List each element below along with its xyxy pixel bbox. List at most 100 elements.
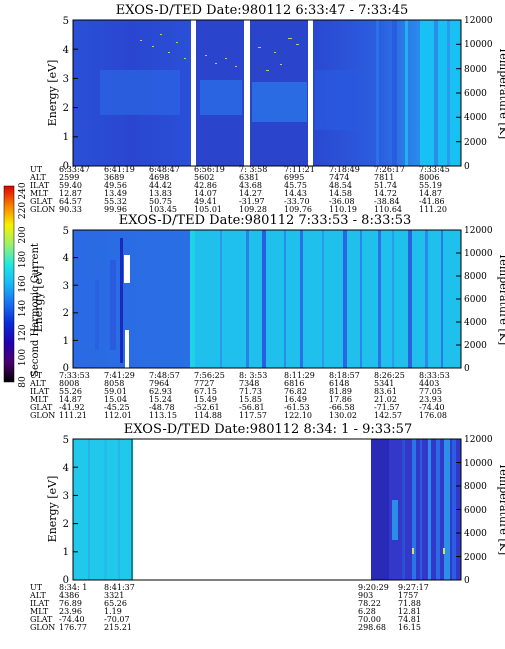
table-cell-ilat: 43.68 [239, 181, 262, 190]
panel-3-ytick: 0 [63, 575, 69, 586]
panel-3-ytick: 4 [63, 463, 69, 474]
table-cell-alt: 5341 [374, 379, 394, 388]
table-cell-glat: -52.61 [194, 403, 220, 412]
table-cell-ut: 6:33:47 [59, 165, 90, 174]
panel-3-ylabel: Energy [eV] [46, 476, 59, 543]
panel-1-ytick: 5 [63, 16, 69, 27]
table-cell-glon: 99.96 [104, 205, 127, 214]
panel-2: EXOS-D/TED Date:980112 7:33:53 - 8:33:53 [29, 213, 505, 420]
table-cell-ilat: 49.56 [104, 181, 127, 190]
panel-3-y2tick: 10000 [464, 459, 493, 469]
table-cell-ut: 8:18:57 [329, 371, 360, 380]
table-cell-glat: -61.53 [284, 403, 310, 412]
panel-3-spectrogram [73, 439, 461, 580]
table-cell-alt: 903 [358, 591, 373, 600]
table-cell-ilat: 76.82 [284, 387, 307, 396]
table-cell-ut: 7:41:29 [104, 371, 135, 380]
row-label-ut: UT [30, 583, 43, 592]
table-cell-glon: 176.08 [419, 411, 447, 420]
table-cell-ut: 7:26:17 [374, 165, 405, 174]
panel-2-y2tick: 0 [464, 364, 470, 374]
table-cell-mlt: 15.04 [104, 395, 127, 404]
colorbar-tick: 220 [18, 202, 28, 219]
table-cell-ut: 7:48:57 [149, 371, 180, 380]
table-cell-ut: 9:20:29 [358, 583, 389, 592]
table-cell-glat: 55.32 [104, 197, 127, 206]
table-cell-ilat: 81.89 [329, 387, 352, 396]
panel-3-title: EXOS-D/TED Date:980112 8:34: 1 - 9:33:57 [124, 422, 412, 437]
panel-2-axes: 0 1 2 3 4 5 0 2000 4000 6000 8000 10000 … [32, 226, 505, 374]
table-cell-ut: 7:33:45 [419, 165, 450, 174]
panel-1-spectrogram [73, 20, 461, 166]
panel-1-y2label: Temperature [K] [497, 47, 505, 139]
table-cell-mlt: 14.87 [59, 395, 82, 404]
panel-1-y2tick: 12000 [464, 16, 493, 26]
colorbar-tick: 120 [18, 324, 28, 341]
panel-3-y2tick: 8000 [464, 482, 487, 492]
table-cell-mlt: 6.28 [358, 607, 376, 616]
panel-1-axes: 0 1 2 3 4 5 0 2000 4000 6000 8000 10000 … [46, 16, 505, 172]
panel-2-ytick: 1 [63, 336, 69, 347]
table-cell-glon: 109.28 [239, 205, 267, 214]
table-cell-ut: 8:33:53 [419, 371, 450, 380]
table-cell-glon: 130.02 [329, 411, 357, 420]
panel-1-y2tick: 10000 [464, 40, 493, 50]
table-cell-ut: 7: 3:58 [239, 165, 267, 174]
panel-3-y2tick: 6000 [464, 506, 487, 516]
table-cell-alt: 4403 [419, 379, 439, 388]
panel-2-y2tick: 2000 [464, 341, 487, 351]
table-cell-ut: 7:56:25 [194, 371, 225, 380]
table-cell-glat: -56.81 [239, 403, 265, 412]
colorbar-scale [4, 186, 14, 382]
table-cell-glat: -38.84 [374, 197, 400, 206]
row-label-mlt: MLT [30, 189, 49, 198]
panel-1-ytick: 4 [63, 45, 69, 56]
table-cell-ilat: 71.88 [398, 599, 421, 608]
table-cell-mlt: 15.49 [194, 395, 217, 404]
table-cell-ut: 7:18:49 [329, 165, 360, 174]
table-cell-glat: -66.58 [329, 403, 355, 412]
table-cell-ilat: 83.61 [374, 387, 397, 396]
table-cell-ut: 8:34: 1 [59, 583, 87, 592]
panel-2-ytick: 3 [63, 281, 69, 292]
panel-1: EXOS-D/TED Date:980112 6:33:47 - 7:33:45 [29, 3, 505, 214]
panel-3-ytick: 5 [63, 435, 69, 446]
table-cell-mlt: 1.19 [104, 607, 122, 616]
table-cell-glon: 110.19 [329, 205, 357, 214]
panel-1-ytick: 0 [63, 161, 69, 172]
table-cell-alt: 3321 [104, 591, 124, 600]
panel-3-y2label: Temperature [K] [497, 463, 505, 555]
row-label-glon: GLON [30, 205, 55, 214]
colorbar: 80 100 120 140 160 180 200 220 240 Secon… [3, 182, 41, 388]
table-cell-ilat: 51.74 [374, 181, 397, 190]
table-cell-glat: -41.92 [59, 403, 85, 412]
row-label-alt: ALT [29, 591, 46, 600]
panel-1-title: EXOS-D/TED Date:980112 6:33:47 - 7:33:45 [116, 3, 409, 18]
table-cell-glon: 117.57 [239, 411, 267, 420]
table-cell-ut: 8:26:25 [374, 371, 405, 380]
row-label-glat: GLAT [30, 615, 53, 624]
table-cell-mlt: 14.72 [374, 189, 397, 198]
row-label-ilat: ILAT [30, 181, 50, 190]
panel-2-ytick: 4 [63, 253, 69, 264]
table-cell-ilat: 55.26 [59, 387, 82, 396]
table-cell-ut: 8:11:29 [284, 371, 315, 380]
table-cell-alt: 1757 [398, 591, 418, 600]
row-label-glat: GLAT [30, 403, 53, 412]
panel-2-ytick: 2 [63, 308, 69, 319]
colorbar-tick: 200 [18, 226, 28, 243]
table-cell-ilat: 67.15 [194, 387, 217, 396]
table-cell-ilat: 59.40 [59, 181, 82, 190]
table-cell-glat: 70.00 [358, 615, 381, 624]
panel-3-ytick: 3 [63, 491, 69, 502]
table-cell-alt: 5602 [194, 173, 214, 182]
panel-3-ytick: 2 [63, 519, 69, 530]
table-cell-alt: 6148 [329, 379, 349, 388]
table-cell-ilat: 48.54 [329, 181, 352, 190]
table-cell-ilat: 59.01 [104, 387, 127, 396]
table-cell-ilat: 45.75 [284, 181, 307, 190]
table-cell-mlt: 14.43 [284, 189, 307, 198]
row-label-ut: UT [30, 371, 43, 380]
panel-2-y2tick: 12000 [464, 226, 493, 236]
